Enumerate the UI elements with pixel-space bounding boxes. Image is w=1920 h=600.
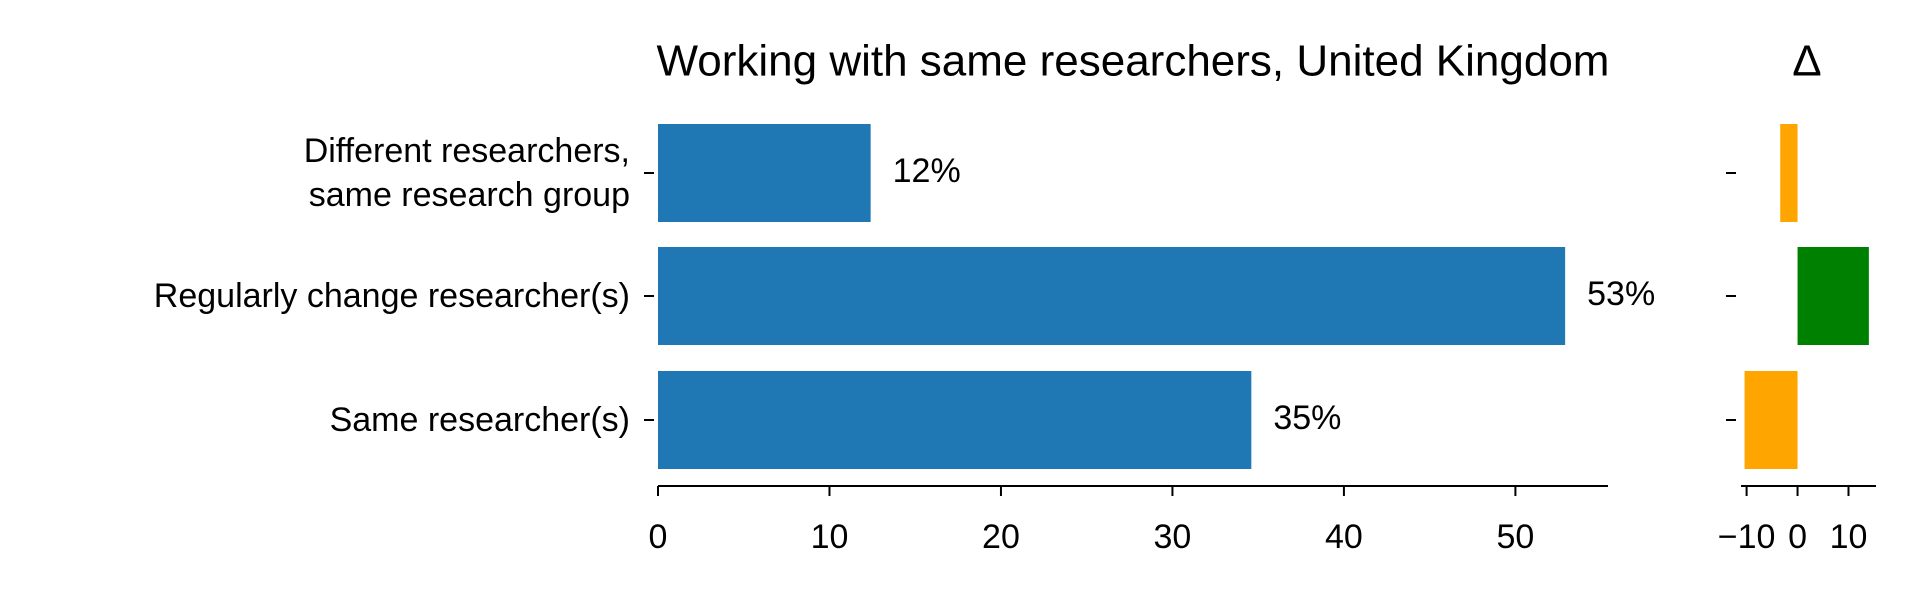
value-label: 35% [1273, 399, 1341, 437]
value-label: 12% [893, 152, 961, 190]
bar [658, 371, 1252, 469]
bar [1744, 371, 1798, 469]
x-tick-label: 10 [811, 518, 849, 556]
bar [658, 247, 1566, 345]
bar [1780, 124, 1798, 222]
y-tick-label: Same researcher(s) [329, 401, 630, 439]
x-tick-label: 20 [982, 518, 1020, 556]
chart-title: Δ [1792, 37, 1821, 86]
y-tick-label: Regularly change researcher(s) [153, 277, 630, 315]
y-tick-label: Different researchers, same research gro… [303, 132, 630, 214]
x-tick-label: 10 [1830, 518, 1868, 556]
x-tick-label: 40 [1325, 518, 1363, 556]
value-label: 53% [1587, 275, 1655, 313]
x-tick-label: 0 [1788, 518, 1807, 556]
x-tick-label: 0 [649, 518, 668, 556]
x-tick-label: −10 [1718, 518, 1776, 556]
bar [658, 124, 871, 222]
x-tick-label: 50 [1496, 518, 1534, 556]
chart-title: Working with same researchers, United Ki… [657, 37, 1610, 86]
bar [1797, 247, 1869, 345]
x-tick-label: 30 [1154, 518, 1192, 556]
